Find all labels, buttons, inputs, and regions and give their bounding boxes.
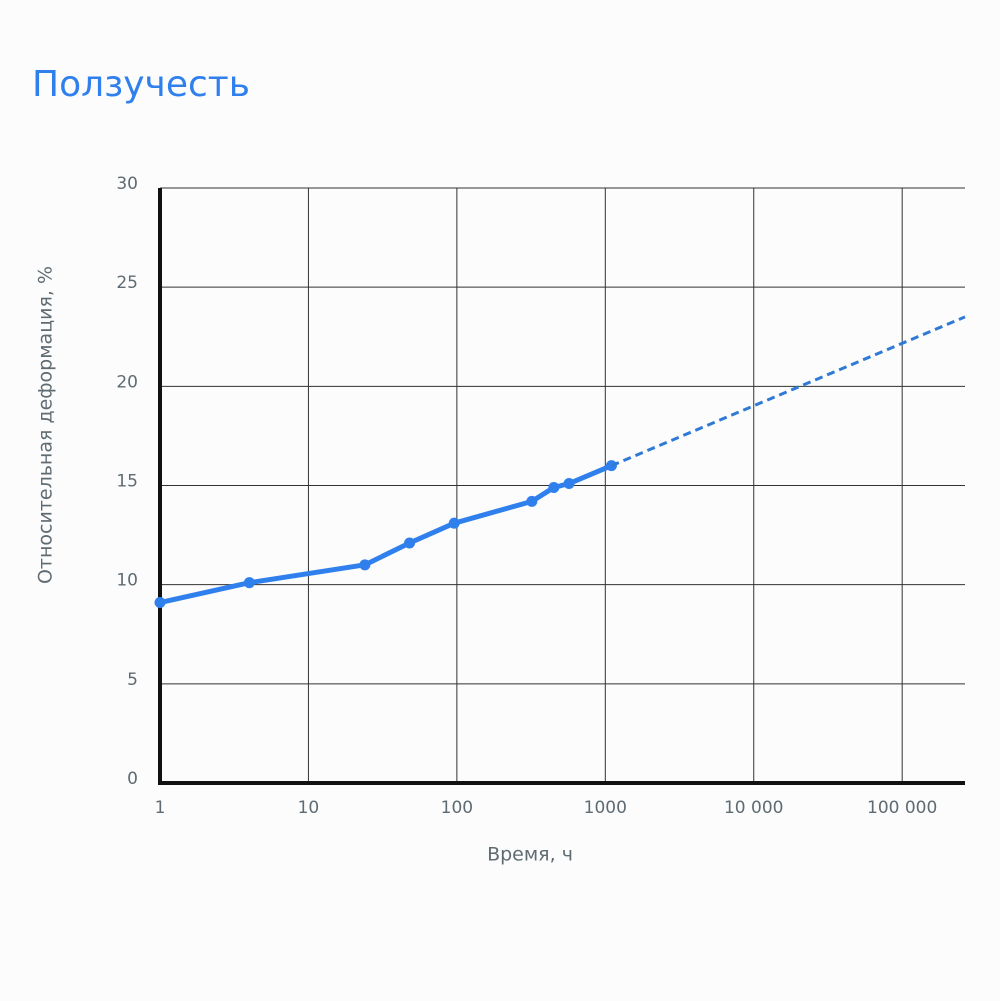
y-tick-label: 5 — [127, 670, 138, 690]
point — [548, 481, 560, 493]
x-tick-label: 100 — [441, 798, 473, 818]
chart-title: Ползучесть — [32, 64, 250, 105]
point — [404, 537, 416, 549]
y-tick-label: 10 — [116, 571, 138, 591]
line — [610, 315, 966, 468]
point — [563, 478, 575, 490]
x-tick-label: 10 000 — [724, 798, 783, 818]
point — [526, 495, 538, 507]
y-tick-label: 20 — [116, 372, 138, 392]
x-tick-label: 1 — [155, 798, 166, 818]
x-tick-label: 100 000 — [867, 798, 937, 818]
x-tick-label: 1000 — [584, 798, 627, 818]
point — [243, 577, 255, 589]
y-tick-label: 30 — [116, 174, 138, 194]
line — [159, 463, 613, 605]
y-axis-label: Относительная деформация, % — [35, 266, 57, 584]
y-tick-label: 25 — [116, 273, 138, 293]
point — [154, 597, 166, 609]
point — [448, 517, 460, 529]
x-axis-label: Время, ч — [487, 844, 573, 866]
point — [359, 559, 371, 571]
x-tick-label: 10 — [298, 798, 320, 818]
y-tick-label: 0 — [127, 769, 138, 789]
y-tick-label: 15 — [116, 472, 138, 492]
